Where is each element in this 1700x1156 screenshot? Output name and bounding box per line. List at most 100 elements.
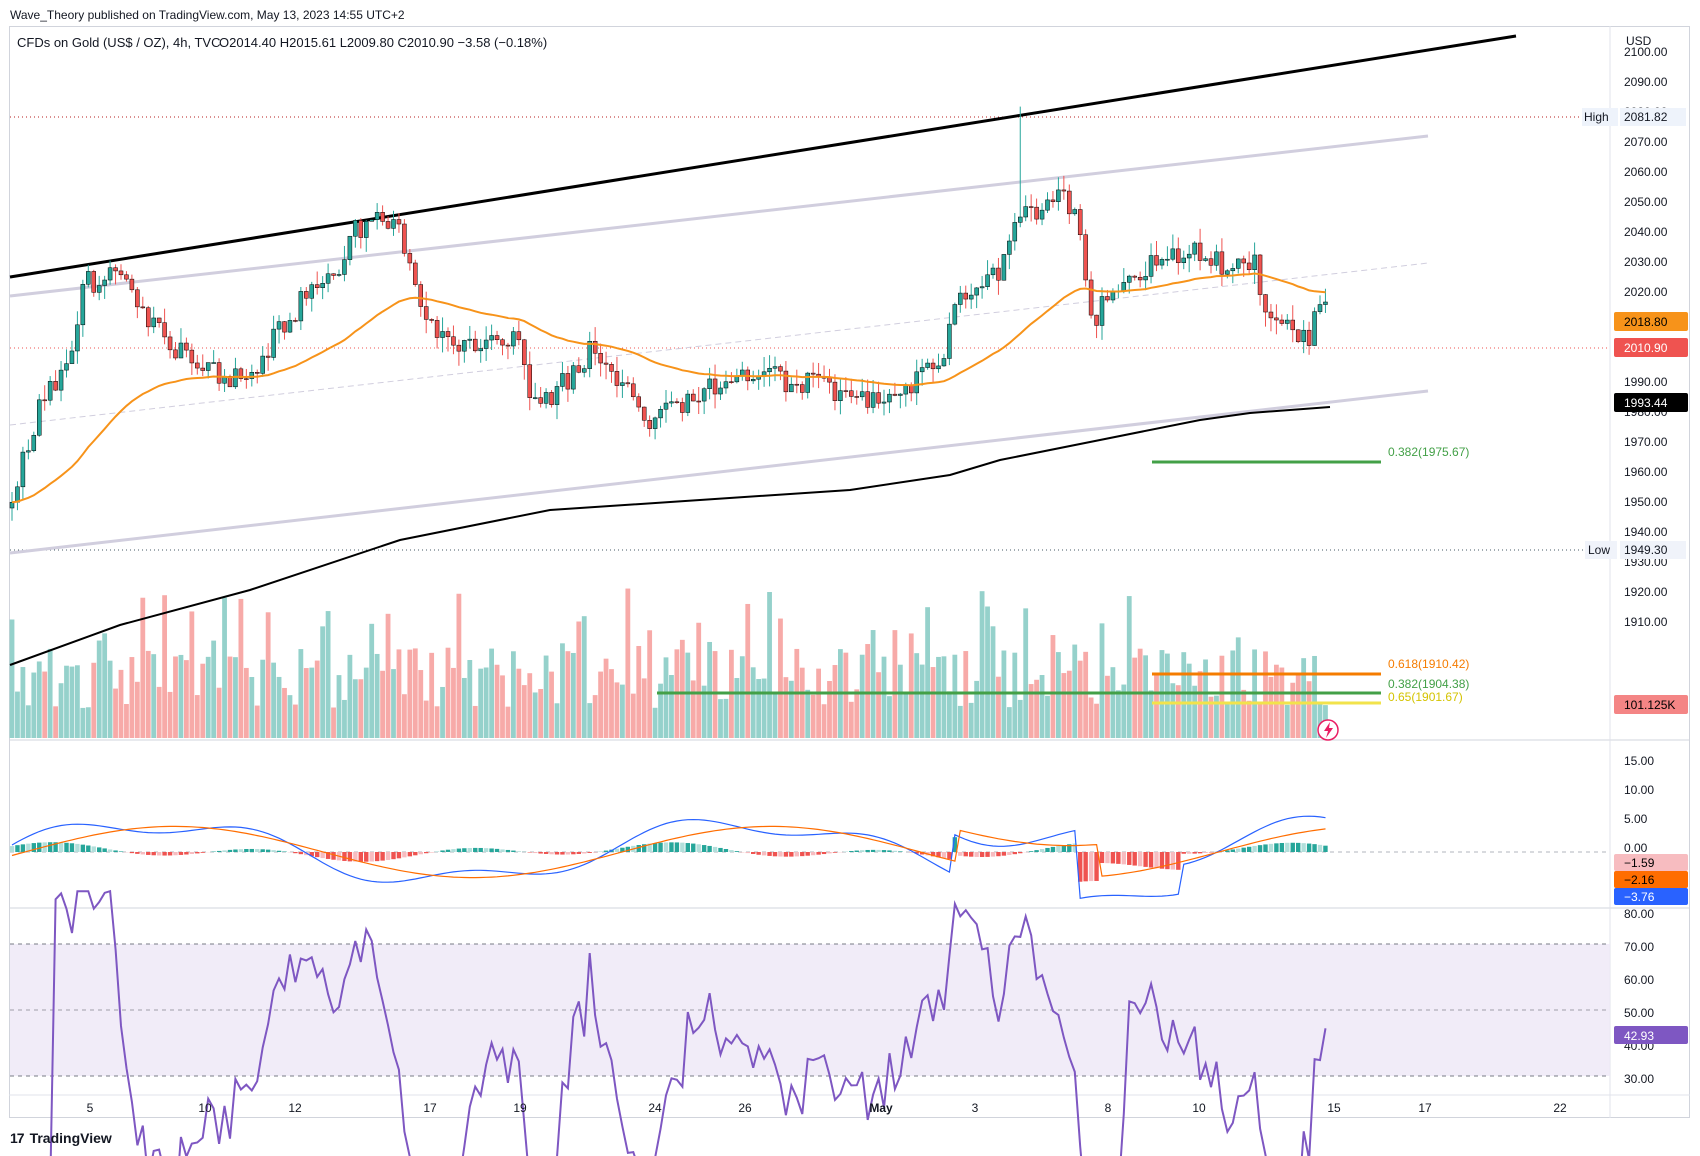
- time-tick-label: 10: [1192, 1101, 1206, 1115]
- high-tag-bg: [1582, 108, 1618, 126]
- candle-body: [511, 331, 516, 347]
- time-tick-label: May: [869, 1101, 893, 1115]
- macd-hist-bar: [489, 848, 494, 852]
- volume-bar: [636, 645, 642, 738]
- candle-body: [1306, 329, 1312, 346]
- macd-hist-bar: [816, 852, 821, 855]
- volume-bar: [647, 630, 653, 738]
- candle-body: [1285, 319, 1290, 324]
- macd-hist-bar: [990, 852, 996, 857]
- footer-brand[interactable]: 17 TradingView: [10, 1130, 112, 1146]
- macd-hist-bar: [1192, 852, 1197, 854]
- macd-hist-bar: [974, 852, 979, 857]
- volume-bar: [298, 649, 304, 738]
- volume-bar: [930, 667, 936, 738]
- volume-bar: [1181, 652, 1187, 738]
- macd-hist-bar: [969, 852, 974, 857]
- candle-body: [265, 355, 271, 358]
- candle-body: [691, 393, 696, 402]
- volume-bar: [134, 681, 140, 738]
- volume-bar: [592, 695, 598, 738]
- volume-bar: [756, 679, 762, 738]
- volume-bar: [113, 688, 118, 738]
- candle-body: [587, 341, 592, 369]
- macd-hist-bar: [167, 852, 173, 856]
- macd-hist-bar: [347, 852, 353, 862]
- ema-line[interactable]: [11, 272, 1326, 504]
- volume-bar: [369, 623, 375, 738]
- candle-body: [849, 390, 854, 397]
- volume-bar: [483, 667, 489, 738]
- macd-hist-bar: [691, 843, 696, 852]
- volume-bar: [876, 672, 881, 738]
- volume-bar: [347, 654, 353, 738]
- volume-bar: [314, 660, 320, 738]
- macd-hist-bar: [549, 852, 554, 855]
- macd-hist-bar: [821, 852, 827, 855]
- macd-hist-bar: [614, 848, 620, 852]
- macd-hist-bar: [1045, 847, 1050, 852]
- volume-bar: [396, 649, 402, 738]
- symbol-title[interactable]: CFDs on Gold (US$ / OZ), 4h, TVC: [17, 35, 220, 50]
- macd-hist-bar: [1257, 845, 1263, 852]
- time-tick-label: 10: [198, 1101, 212, 1115]
- candle-body: [276, 321, 282, 330]
- candle-body: [494, 335, 500, 340]
- candle-body: [358, 220, 364, 238]
- volume-badge: [1614, 695, 1688, 714]
- macd-hist-bar: [146, 852, 151, 855]
- macd-hist-bar: [309, 852, 314, 857]
- channel-mid-line[interactable]: [9, 262, 1429, 426]
- macd-hist-bar: [663, 842, 669, 852]
- macd-hist-bar: [729, 850, 734, 852]
- macd-hist-bar: [1252, 845, 1257, 852]
- channel-lower-line[interactable]: [9, 389, 1429, 555]
- volume-bar: [429, 652, 435, 738]
- macd-hist-bar: [445, 849, 451, 852]
- sma-badge-value: 1993.44: [1624, 396, 1668, 410]
- volume-bar: [287, 695, 293, 738]
- volume-bar: [669, 675, 674, 738]
- volume-bar: [707, 641, 712, 738]
- sma-line[interactable]: [9, 406, 1331, 666]
- time-axis-ticks[interactable]: 5 10 12 17 19 24 26 May 3 8 10 15 17 22: [87, 1101, 1567, 1115]
- candle-body: [505, 344, 511, 347]
- macd-hist-bar: [669, 842, 674, 852]
- currency-label[interactable]: USD: [1626, 34, 1652, 48]
- volume-bar: [516, 668, 522, 738]
- volume-bar: [581, 616, 587, 738]
- volume-bar: [799, 667, 805, 738]
- candle-body: [974, 287, 979, 296]
- volume-bar: [587, 703, 593, 738]
- macd-hist-bar: [97, 847, 102, 852]
- channel-upper-trendline[interactable]: [9, 34, 1517, 279]
- candle-body: [178, 342, 184, 359]
- macd-axis-ticks[interactable]: 15.00 10.00 5.00 0.00: [1624, 754, 1654, 855]
- volume-bar: [1241, 689, 1247, 738]
- channel-inner-upper-line[interactable]: [9, 134, 1429, 298]
- candle-body: [195, 362, 200, 369]
- macd-hist-bar: [674, 842, 680, 852]
- candle-body: [385, 221, 391, 229]
- volume-bar: [1192, 685, 1198, 738]
- candle-body: [718, 387, 723, 395]
- macd-hist-bar: [195, 852, 200, 854]
- candle-body: [467, 338, 473, 341]
- rsi-line[interactable]: [12, 889, 1327, 1156]
- candle-body: [58, 369, 64, 391]
- volume-bar: [968, 702, 974, 738]
- macd-hist-bar: [854, 850, 859, 852]
- candle-body: [151, 317, 156, 328]
- macd-hist-bar: [1067, 844, 1072, 852]
- candle-body: [843, 390, 849, 392]
- candle-body: [674, 401, 680, 404]
- candle-body: [96, 285, 102, 293]
- macd-hist-bar: [434, 851, 440, 852]
- macd-hist-bar: [1246, 846, 1252, 852]
- volume-bar: [69, 666, 75, 738]
- macd-hist-bar: [565, 852, 571, 855]
- candle-body: [1061, 189, 1067, 192]
- macd-hist-bar: [189, 852, 195, 854]
